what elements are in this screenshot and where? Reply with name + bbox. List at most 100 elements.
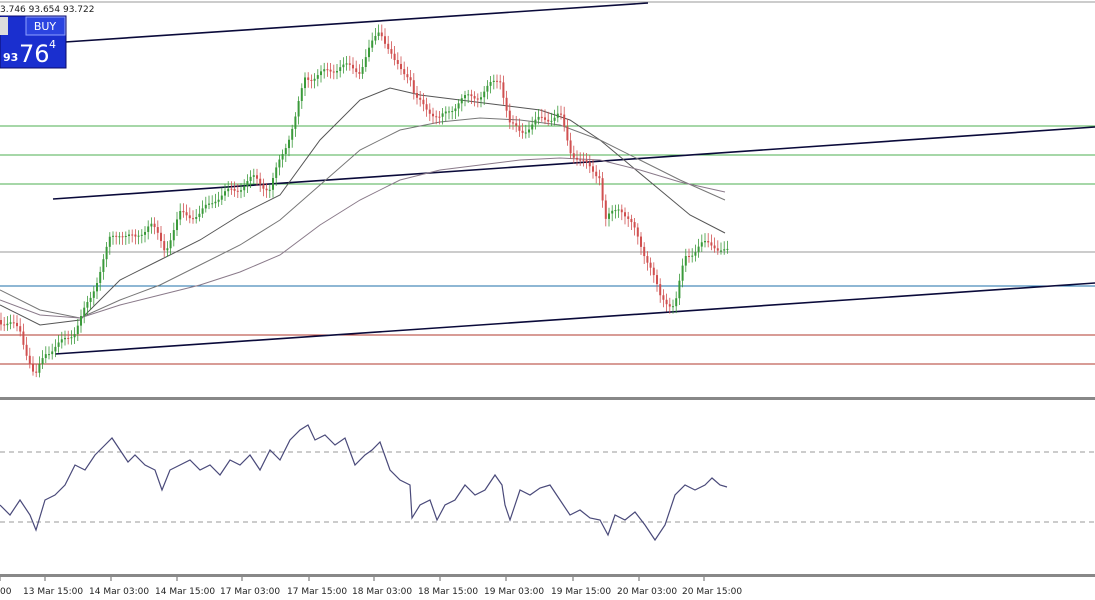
candle-body — [284, 148, 287, 155]
candle-body — [147, 226, 150, 232]
candle-body — [652, 267, 655, 276]
candle-body — [131, 234, 134, 236]
candle-body — [48, 354, 50, 356]
candle-body — [588, 162, 591, 167]
time-label: 13 Mar 15:00 — [23, 587, 83, 597]
trend-line — [54, 282, 1095, 355]
candle-body — [601, 178, 604, 201]
candle-body — [380, 32, 383, 37]
candle-body — [556, 113, 559, 118]
candle-body — [86, 302, 89, 308]
candle-body — [192, 218, 194, 220]
candle-body — [643, 246, 646, 257]
candle-body — [572, 153, 575, 158]
candle-body — [185, 212, 188, 216]
candle-body — [38, 364, 41, 373]
candle-body — [121, 236, 124, 238]
candle-body — [457, 103, 460, 109]
price-big: 76 — [19, 40, 50, 68]
candle-body — [604, 200, 607, 219]
panel-tab[interactable] — [0, 17, 8, 35]
candle-body — [499, 81, 502, 83]
candle-body — [480, 97, 482, 100]
candle-body — [124, 236, 127, 238]
candle-body — [70, 337, 73, 339]
price-super: 4 — [49, 38, 56, 51]
candle-body — [169, 240, 172, 249]
candle-body — [656, 275, 658, 285]
candle-body — [108, 236, 111, 247]
candle-body — [297, 101, 300, 117]
candle-body — [448, 111, 450, 113]
candle-body — [355, 68, 358, 73]
time-axis: 00 13 Mar 15:00 14 Mar 03:00 14 Mar 15:00 17… — [0, 577, 742, 597]
candle-body — [182, 211, 185, 213]
candle-body — [16, 322, 18, 327]
candle-body — [726, 248, 729, 250]
candle-body — [521, 130, 524, 133]
candle-body — [636, 227, 639, 237]
buy-button[interactable] — [25, 16, 66, 36]
candle-body — [412, 80, 415, 93]
candle-body — [265, 188, 268, 191]
candle-body — [617, 209, 620, 211]
candle-body — [416, 92, 418, 98]
candle-body — [281, 154, 284, 160]
candle-body — [473, 96, 476, 99]
candle-body — [528, 129, 530, 133]
candle-body — [640, 236, 642, 247]
candle-body — [99, 271, 102, 283]
candle-body — [620, 209, 623, 213]
candle-body — [361, 67, 364, 74]
candle-body — [83, 307, 86, 316]
candle-body — [323, 69, 326, 72]
candle-body — [547, 119, 550, 122]
candle-body — [313, 78, 316, 81]
candle-body — [275, 167, 278, 178]
candle-body — [550, 120, 553, 122]
candle-body — [592, 166, 594, 172]
time-label: 14 Mar 15:00 — [155, 587, 215, 597]
candle-body — [713, 245, 716, 249]
candles — [0, 24, 729, 378]
candle-body — [208, 203, 210, 205]
candle-body — [563, 114, 566, 127]
candle-body — [316, 75, 319, 79]
candle-body — [300, 88, 303, 102]
candle-body — [172, 230, 175, 241]
candle-body — [540, 116, 543, 118]
candle-body — [201, 208, 204, 214]
candle-body — [707, 241, 710, 243]
candle-body — [179, 211, 182, 220]
candle-body — [153, 223, 156, 228]
candle-body — [345, 63, 348, 65]
candle-body — [662, 295, 665, 300]
candle-body — [73, 334, 76, 338]
candle-body — [51, 351, 54, 355]
candle-body — [537, 116, 540, 120]
levels — [0, 1, 1095, 365]
candle-body — [128, 234, 130, 237]
candle-body — [665, 299, 668, 305]
time-label: 20 Mar 03:00 — [617, 587, 677, 597]
candle-body — [105, 246, 108, 260]
candle-body — [163, 241, 166, 251]
candle-body — [96, 282, 98, 292]
candle-body — [630, 218, 633, 223]
candle-body — [608, 213, 610, 219]
candle-body — [230, 188, 233, 190]
candle-body — [220, 195, 223, 200]
candle-body — [259, 178, 262, 185]
candle-body — [531, 124, 534, 130]
panel-separator — [0, 397, 1095, 400]
rsi-line — [0, 424, 728, 542]
candle-body — [249, 176, 252, 182]
candle-body — [256, 175, 258, 179]
candle-body — [272, 177, 274, 190]
candle-body — [140, 234, 143, 236]
candle-body — [35, 371, 38, 373]
candle-body — [435, 116, 438, 118]
candle-body — [329, 69, 332, 72]
buy-label[interactable]: BUY — [34, 20, 57, 33]
